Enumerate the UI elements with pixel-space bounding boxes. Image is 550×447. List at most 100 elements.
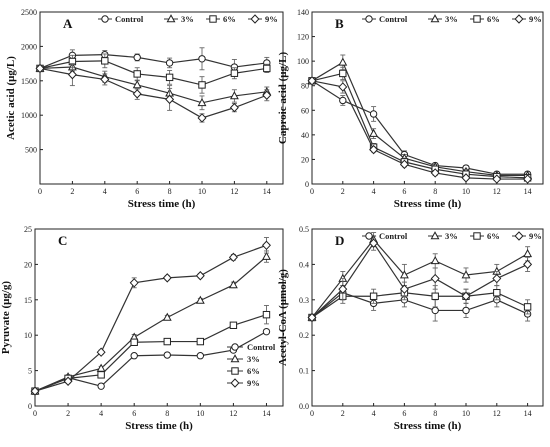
panel-d-legend-label: 6% xyxy=(487,231,500,241)
panel-d-legend-label: Control xyxy=(379,231,408,241)
panel-c-ytick-label: 5 xyxy=(28,367,32,376)
panel-a-xtick-label: 6 xyxy=(135,187,139,196)
panel-d-series-9pct-point xyxy=(307,312,317,323)
panel-b-xtick-label: 0 xyxy=(310,187,314,196)
panel-c-series-3pct-point xyxy=(228,280,238,289)
panel-c-legend-marker xyxy=(230,378,240,388)
panel-d-xlabel: Stress time (h) xyxy=(394,420,462,432)
panel-d-ytick-label: 0.0 xyxy=(299,402,309,411)
panel-b-legend-label: Control xyxy=(379,14,408,24)
panel-c-series-9pct-point xyxy=(30,386,40,396)
panel-d-ytick-label: 0.4 xyxy=(299,260,309,269)
panel-d-ytick-label: 0.3 xyxy=(299,296,309,305)
panel-a-xtick-label: 14 xyxy=(263,187,271,196)
panel-b-legend-marker xyxy=(514,14,524,24)
panel-d-series-6pct-point xyxy=(369,292,378,300)
panel-b-series-6pct-point xyxy=(339,69,347,78)
panel-a-series-9pct-point xyxy=(229,102,239,113)
panel-a-legend-marker xyxy=(209,15,217,23)
panel-b-legend-label: 6% xyxy=(487,14,500,24)
panel-c-series-3pct-point xyxy=(162,312,172,321)
panel-d-series-6pct-line xyxy=(311,292,528,318)
panel-c-series-9pct-point xyxy=(63,376,73,386)
panel-b-legend-marker xyxy=(365,15,373,23)
panel-c-series-6pct-point xyxy=(97,371,105,379)
panel-c-series-3pct-point xyxy=(262,251,271,260)
panel-b-xtick-label: 4 xyxy=(372,187,376,196)
panel-c-series-control-point xyxy=(97,382,105,390)
panel-b-legend-label: 3% xyxy=(445,14,458,24)
panel-a-letter: A xyxy=(63,16,73,31)
panel-c-series-control-point xyxy=(262,327,271,336)
panel-d-series-3pct-point xyxy=(430,256,440,265)
panel-d-ytick-label: 0.5 xyxy=(299,225,309,234)
panel-b-series-6pct-line xyxy=(311,72,528,179)
panel-b-ytick-label: 20 xyxy=(301,155,309,164)
panel-c-series-6pct-point xyxy=(196,337,205,346)
panel-a-series-3pct-line xyxy=(39,66,267,104)
panel-d-legend-marker xyxy=(430,231,440,240)
panel-a-xtick-label: 4 xyxy=(103,187,107,196)
panel-a-series-control-point xyxy=(198,55,206,63)
panel-b-legend-marker xyxy=(430,14,440,23)
panel-b-ytick-label: 40 xyxy=(301,131,309,140)
panel-b-series-9pct-point xyxy=(338,82,348,92)
panel-a-legend-label: 3% xyxy=(181,14,194,24)
panel-c-legend-label: 9% xyxy=(247,378,260,388)
panel-a: 0 2 4 6 8 10 12 14 500 1000 1500 2000 2500 Stress tim… xyxy=(5,8,284,210)
panel-a-series-6pct-point xyxy=(230,69,239,77)
panel-b-series-9pct xyxy=(307,76,533,184)
panel-a-xtick-label: 0 xyxy=(38,187,42,196)
panel-b-series-9pct-point xyxy=(492,174,502,184)
panel-b-series-control-point xyxy=(339,96,347,105)
panel-b-series-9pct-point xyxy=(430,168,440,178)
panel-b-letter: B xyxy=(335,16,344,31)
panel-d-xtick-label: 6 xyxy=(402,409,406,418)
panel-d-legend-label: 3% xyxy=(445,231,458,241)
panel-a-legend: Control 3% 6% 9% xyxy=(98,14,278,24)
panel-a-ylabel: Acetic acid (μg/L) xyxy=(5,56,17,140)
panel-d-ytick-label: 0.2 xyxy=(299,331,309,340)
panel-a-series-control-point xyxy=(165,59,174,67)
panel-b-xtick-label: 6 xyxy=(402,187,406,196)
panel-c-legend-marker xyxy=(230,354,240,363)
panel-c-ytick-label: 15 xyxy=(24,296,32,305)
panel-b-ytick-label: 120 xyxy=(297,33,309,42)
panel-b-xtick-label: 8 xyxy=(433,187,437,196)
panel-c-series-6pct-line xyxy=(34,314,267,392)
panel-c-xtick-label: 10 xyxy=(196,409,204,418)
panel-a-series-6pct-point xyxy=(133,70,141,78)
panel-c-xlabel: Stress time (h) xyxy=(125,420,193,432)
panel-c-xtick-label: 6 xyxy=(132,409,136,418)
panel-d-xtick-label: 8 xyxy=(433,409,437,418)
panel-a-series-9pct-line xyxy=(39,67,268,119)
panel-c-series-6pct xyxy=(31,305,271,395)
panel-a-series-6pct-point xyxy=(198,81,206,89)
panel-d-series-control-line xyxy=(311,292,528,318)
panel-a-ytick-label: 2000 xyxy=(21,42,37,51)
panel-a-frame xyxy=(39,11,284,185)
panel-d-xtick-label: 14 xyxy=(524,409,532,418)
panel-d-series-control-point xyxy=(462,306,470,315)
panel-d-legend-marker xyxy=(514,231,524,241)
panel-b-ytick-label: 140 xyxy=(297,8,309,17)
panel-b-xtick-label: 12 xyxy=(493,187,501,196)
panel-b-ytick-label: 60 xyxy=(301,106,309,115)
panel-a-xtick-label: 10 xyxy=(198,187,206,196)
panel-d-series-9pct-point xyxy=(492,273,502,284)
panel-d-xtick-label: 10 xyxy=(462,409,470,418)
panel-c-series-3pct-line xyxy=(34,256,267,392)
panel-b-series-control-line xyxy=(311,80,528,175)
panel-d-frame xyxy=(311,228,544,407)
panel-d-series-6pct-point xyxy=(523,303,532,311)
panel-c-ytick-label: 10 xyxy=(24,331,32,340)
panel-d-series-3pct-line xyxy=(311,238,528,318)
panel-d-xtick-label: 0 xyxy=(310,409,314,418)
panel-b-series-9pct-point xyxy=(523,174,533,184)
panel-c-ytick-label: 0 xyxy=(28,402,32,411)
panel-d-series-6pct-point xyxy=(493,289,501,297)
panel-d-series-9pct-point xyxy=(369,238,379,248)
panel-c-series-9pct xyxy=(30,237,271,396)
panel-c-frame xyxy=(34,228,284,407)
panel-c-series-control-point xyxy=(130,352,138,360)
